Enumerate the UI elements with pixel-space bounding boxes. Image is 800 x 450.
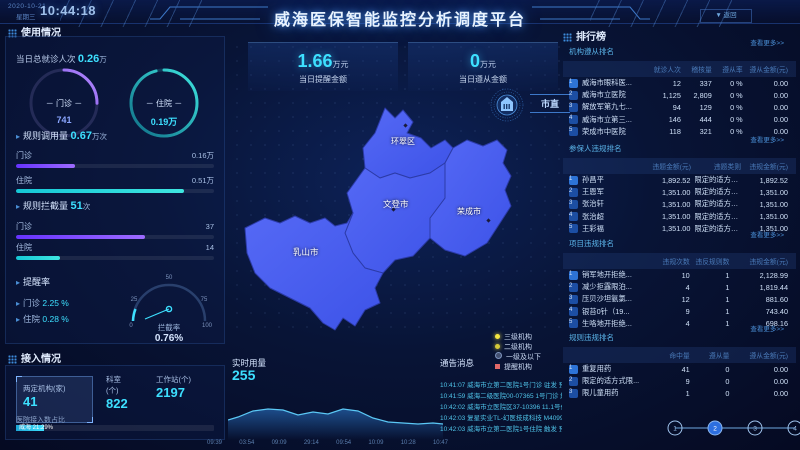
- svg-text:1: 1: [673, 426, 677, 433]
- svg-text:2: 2: [713, 426, 717, 433]
- svg-text:25: 25: [131, 297, 138, 303]
- svg-text:0: 0: [129, 323, 133, 329]
- svg-text:100: 100: [202, 323, 213, 329]
- svg-text:3: 3: [753, 426, 757, 433]
- svg-text:4: 4: [793, 426, 797, 433]
- svg-text:50: 50: [166, 275, 173, 281]
- svg-text:75: 75: [201, 297, 208, 303]
